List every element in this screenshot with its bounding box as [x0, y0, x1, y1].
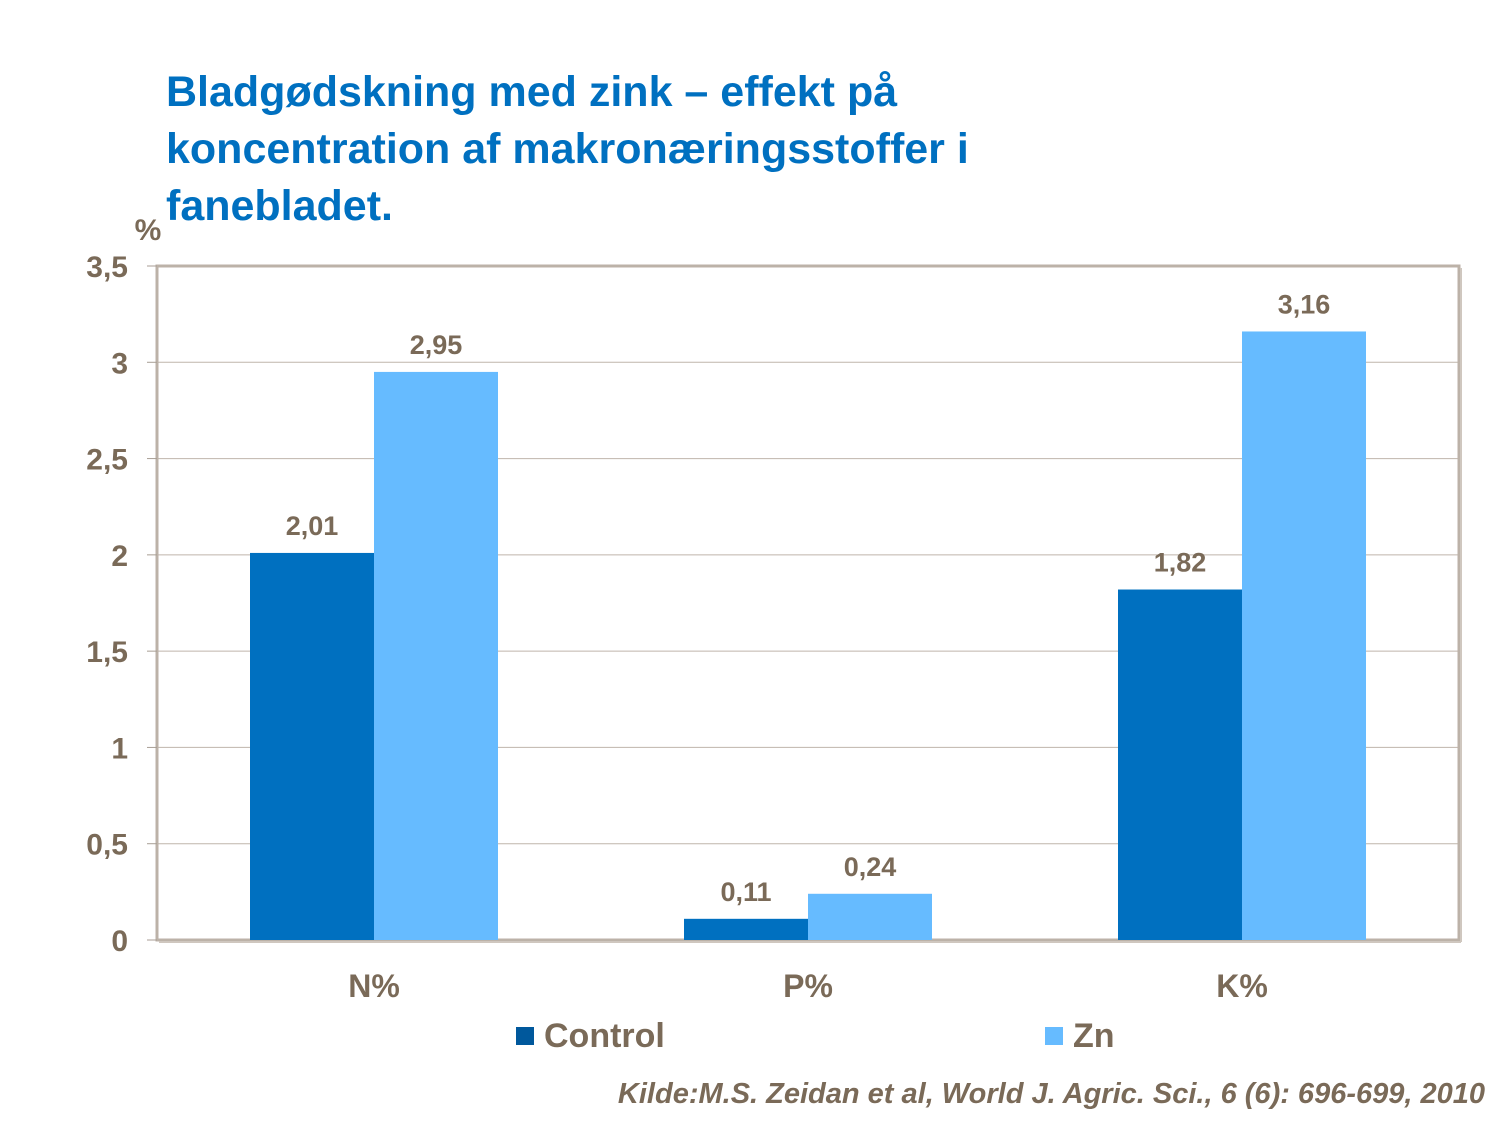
- data-label: 0,24: [844, 852, 897, 882]
- y-tick-label: 0,5: [86, 829, 128, 862]
- y-axis-label: %: [135, 214, 162, 247]
- data-label: 0,11: [720, 877, 771, 907]
- chart-title: Bladgødskning med zink – effekt på konce…: [166, 68, 969, 230]
- bar-control-0: [250, 552, 374, 940]
- y-tick-label: 0: [111, 925, 128, 958]
- y-tick-label: 3: [111, 347, 128, 380]
- x-tick-label: K%: [1216, 968, 1268, 1004]
- legend-swatch-zn: [1045, 1027, 1063, 1045]
- bar-zn-1: [808, 893, 932, 940]
- data-label: 2,01: [286, 511, 339, 541]
- y-tick-label: 1,5: [86, 636, 128, 669]
- x-tick-label: P%: [783, 968, 833, 1004]
- bar-control-2: [1118, 589, 1242, 940]
- y-tick-label: 2,5: [86, 444, 128, 477]
- legend-swatch-control: [516, 1027, 534, 1045]
- legend-label-zn: Zn: [1073, 1017, 1115, 1055]
- x-tick-label: N%: [348, 968, 400, 1004]
- data-label: 1,82: [1154, 548, 1207, 578]
- bars: 2,01 2,95 0,11 0,24 1,82 3,16: [250, 289, 1366, 941]
- y-tick-label: 2: [111, 540, 128, 573]
- x-axis-ticks: N% P% K%: [348, 968, 1268, 1004]
- data-label: 2,95: [410, 330, 463, 360]
- bar-zn-2: [1242, 331, 1366, 941]
- y-axis-ticks: 0 0,5 1 1,5 2 2,5 3 3,5: [86, 251, 157, 958]
- y-tick-label: 1: [111, 732, 128, 765]
- bar-zn-0: [374, 371, 498, 940]
- legend: Control Zn: [516, 1017, 1115, 1055]
- data-label: 3,16: [1278, 289, 1331, 319]
- bar-control-1: [684, 918, 808, 940]
- y-tick-label: 3,5: [86, 251, 128, 284]
- legend-label-control: Control: [544, 1017, 665, 1055]
- source-citation: Kilde:M.S. Zeidan et al, World J. Agric.…: [617, 1078, 1485, 1110]
